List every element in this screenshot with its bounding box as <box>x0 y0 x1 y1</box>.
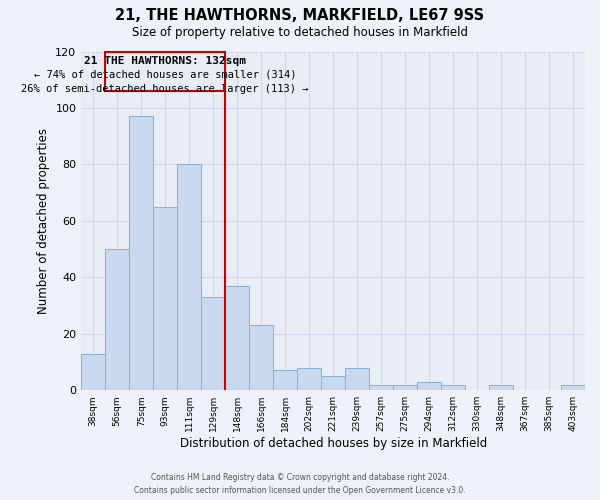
Bar <box>225 286 249 390</box>
Text: Contains HM Land Registry data © Crown copyright and database right 2024.
Contai: Contains HM Land Registry data © Crown c… <box>134 473 466 495</box>
Bar <box>489 384 513 390</box>
Bar <box>417 382 441 390</box>
Bar <box>297 368 321 390</box>
Bar <box>105 249 129 390</box>
Bar <box>177 164 201 390</box>
Bar <box>345 368 369 390</box>
Y-axis label: Number of detached properties: Number of detached properties <box>37 128 50 314</box>
X-axis label: Distribution of detached houses by size in Markfield: Distribution of detached houses by size … <box>179 437 487 450</box>
Text: ← 74% of detached houses are smaller (314): ← 74% of detached houses are smaller (31… <box>34 70 296 80</box>
FancyBboxPatch shape <box>105 52 225 91</box>
Bar <box>249 326 273 390</box>
Bar <box>273 370 297 390</box>
Text: Size of property relative to detached houses in Markfield: Size of property relative to detached ho… <box>132 26 468 39</box>
Bar <box>441 384 465 390</box>
Bar <box>561 384 585 390</box>
Text: 26% of semi-detached houses are larger (113) →: 26% of semi-detached houses are larger (… <box>22 84 309 94</box>
Text: 21 THE HAWTHORNS: 132sqm: 21 THE HAWTHORNS: 132sqm <box>84 56 246 66</box>
Bar <box>81 354 105 390</box>
Bar <box>201 297 225 390</box>
Bar <box>393 384 417 390</box>
Bar <box>369 384 393 390</box>
Bar <box>129 116 153 390</box>
Bar <box>153 206 177 390</box>
Bar <box>321 376 345 390</box>
Text: 21, THE HAWTHORNS, MARKFIELD, LE67 9SS: 21, THE HAWTHORNS, MARKFIELD, LE67 9SS <box>115 8 485 22</box>
